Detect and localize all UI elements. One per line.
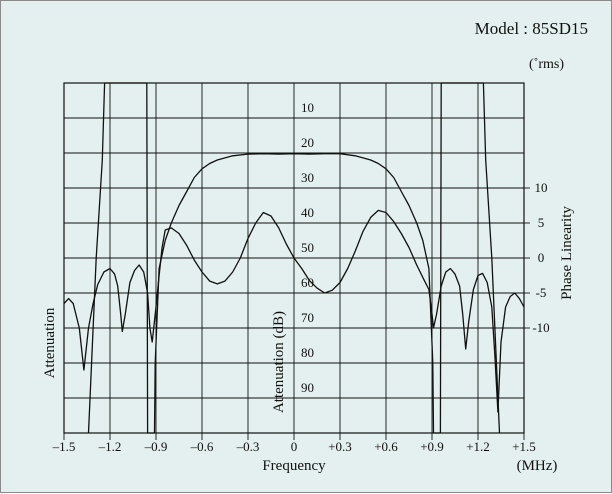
x-tick-label: –0.6 xyxy=(190,439,214,454)
x-tick-label: +1.5 xyxy=(512,439,536,454)
x-tick-label: –0.3 xyxy=(236,439,260,454)
phase-unit-label: (˚rms) xyxy=(529,57,564,72)
attenuation-tick-label: 90 xyxy=(301,380,314,395)
y-axis-label-left: Attenuation xyxy=(42,307,58,378)
phase-tick-label: 10 xyxy=(535,180,548,195)
phase-curve xyxy=(63,209,525,413)
x-tick-label: +1.2 xyxy=(466,439,490,454)
x-unit-label: (MHz) xyxy=(517,458,558,474)
attenuation-tick-label: 40 xyxy=(301,205,314,220)
attenuation-tick-label: 10 xyxy=(301,100,314,115)
attenuation-tick-label: 20 xyxy=(301,135,314,150)
phase-tick-label: 0 xyxy=(538,250,545,265)
tick-labels: –1.5 –1.2 –0.9 –0.6 –0.3 0 +0.3 +0.6 +0.9 +1.2 +1.… xyxy=(52,100,550,454)
x-tick-label: +0.3 xyxy=(328,439,352,454)
x-tick-label: +0.6 xyxy=(374,439,398,454)
attenuation-tick-label: 60 xyxy=(301,275,314,290)
phase-tick-label: -5 xyxy=(536,285,547,300)
x-axis-label: Frequency xyxy=(262,458,326,474)
attenuation-tick-label: 70 xyxy=(301,310,314,325)
phase-tick-label: -10 xyxy=(532,320,549,335)
x-tick-label: –0.9 xyxy=(144,439,168,454)
y-axis-label-right: Phase Linearity xyxy=(559,206,575,300)
x-tick-label: +0.9 xyxy=(420,439,444,454)
attenuation-tick-label: 50 xyxy=(301,240,314,255)
x-tick-label: 0 xyxy=(291,439,298,454)
model-label: Model : 85SD15 xyxy=(475,19,588,38)
phase-tick-label: 5 xyxy=(538,215,545,230)
attenuation-curve xyxy=(87,82,501,434)
y-axis-label-center: Attenuation (dB) xyxy=(271,311,287,413)
attenuation-tick-label: 30 xyxy=(301,170,314,185)
x-tick-label: –1.5 xyxy=(52,439,76,454)
x-tick-label: –1.2 xyxy=(98,439,122,454)
series-layer xyxy=(63,82,525,434)
attenuation-tick-label: 80 xyxy=(301,345,314,360)
